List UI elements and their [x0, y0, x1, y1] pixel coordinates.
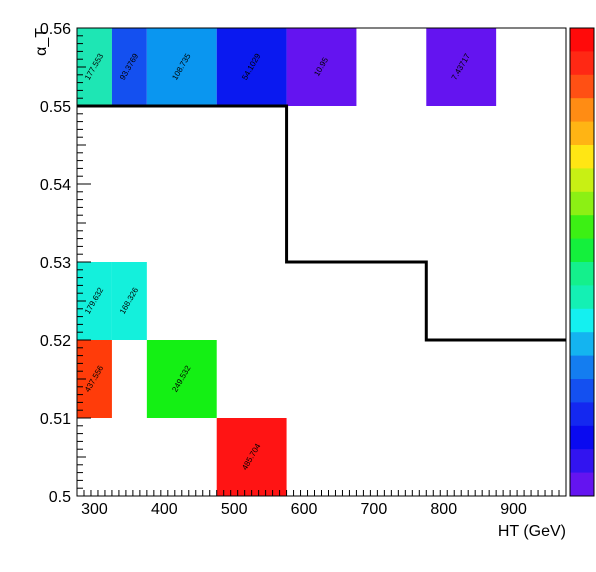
palette-swatch	[570, 379, 594, 403]
y-tick-label: 0.52	[40, 333, 71, 350]
y-axis-title: α_T	[33, 28, 50, 56]
x-tick-label: 700	[361, 501, 388, 518]
palette-swatch	[570, 449, 594, 474]
y-tick-label: 0.51	[40, 411, 71, 428]
heatmap-cells	[77, 28, 497, 496]
x-tick-label: 300	[81, 501, 108, 518]
palette-swatch	[570, 145, 594, 169]
x-tick-label: 400	[151, 501, 178, 518]
palette-swatch	[570, 308, 594, 333]
palette-swatch	[570, 28, 594, 52]
y-axis: 0.5 0.51 0.52 0.53 0.54 0.55 0.56	[40, 21, 91, 506]
y-tick-label: 0.54	[40, 177, 71, 194]
palette-swatch	[570, 402, 594, 427]
y-tick-label: 0.55	[40, 99, 71, 116]
palette-frame	[569, 27, 595, 497]
palette-swatch	[570, 98, 594, 123]
x-axis: 300 400 500 600 700 800 900	[76, 490, 567, 518]
palette-swatch	[570, 355, 594, 380]
palette-swatch	[570, 191, 594, 216]
palette-swatch	[570, 425, 594, 450]
palette-swatch	[570, 285, 594, 310]
heatmap-cell	[146, 28, 217, 106]
x-tick-label: 600	[291, 501, 318, 518]
palette-swatch	[570, 215, 594, 240]
boundary-line-group	[77, 104, 566, 342]
heatmap-cell	[286, 28, 357, 106]
y-tick-label: 0.56	[40, 21, 71, 38]
y-tick-label: 0.53	[40, 255, 71, 272]
heatmap-cell	[216, 418, 287, 496]
palette-swatch	[570, 262, 594, 286]
palette-swatch	[570, 51, 594, 76]
x-tick-label: 800	[430, 501, 457, 518]
heatmap-cell	[216, 28, 287, 106]
palette-swatch	[570, 121, 594, 146]
palette-swatch	[570, 332, 594, 357]
color-palette	[569, 27, 595, 497]
palette-swatch	[570, 238, 594, 263]
heatmap-cell	[146, 340, 217, 418]
heatmap-cell	[111, 262, 147, 340]
heatmap-cell	[426, 28, 497, 106]
y-tick-label: 0.5	[49, 489, 71, 506]
palette-swatch	[570, 74, 594, 99]
x-tick-label: 500	[221, 501, 248, 518]
palette-swatch	[570, 168, 594, 193]
heatmap-cell	[111, 28, 147, 106]
boundary-line	[77, 104, 566, 342]
palette-swatch	[570, 472, 594, 497]
x-tick-label: 900	[500, 501, 527, 518]
x-axis-title: HT (GeV)	[498, 523, 566, 540]
